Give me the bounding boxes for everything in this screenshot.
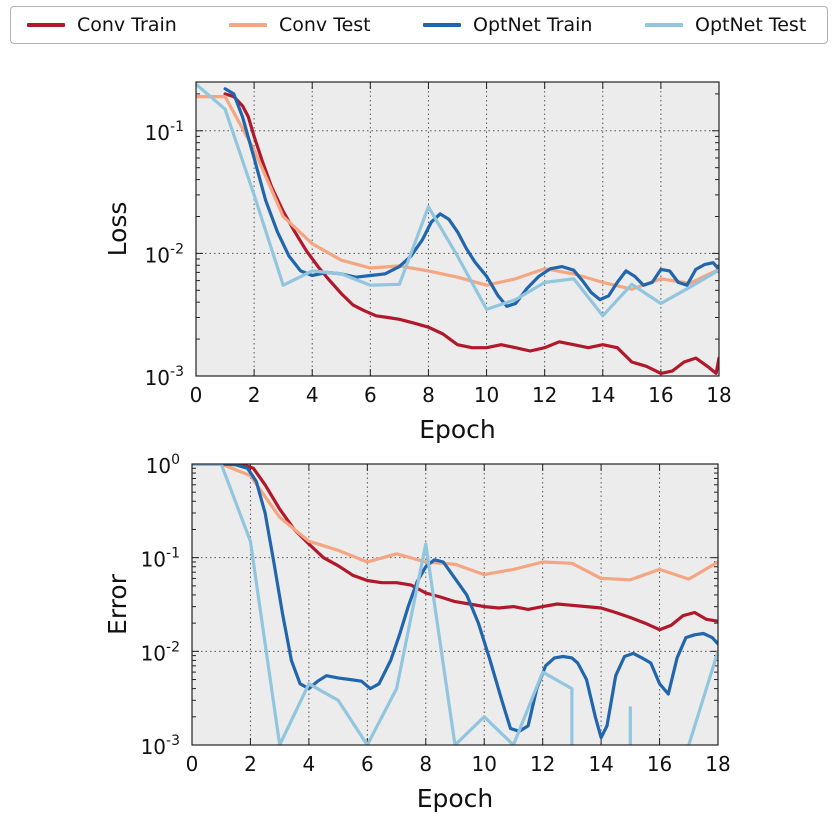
chart-2-xtick-label: 8: [419, 752, 432, 776]
chart-1-xtick-label: 6: [364, 383, 377, 407]
chart-1-series-group: [196, 82, 719, 375]
chart-1-series-optnet-test: [196, 82, 719, 318]
chart-1-xtick-label: 8: [422, 383, 435, 407]
legend-swatch-conv-test: [229, 23, 267, 27]
chart-1-xtick-label: 4: [306, 383, 319, 407]
chart-1-series-conv-test: [196, 94, 719, 291]
chart-1-y-axis-label: Loss: [103, 202, 132, 257]
legend-item-conv-test: Conv Test: [229, 7, 371, 43]
chart-1-series-conv-train: [223, 92, 719, 375]
chart-2-xtick-label: 6: [361, 752, 374, 776]
chart-2-xtick-label: 16: [647, 752, 672, 776]
legend-label-conv-test: Conv Test: [279, 14, 371, 36]
chart-2-y-axis-label: Error: [103, 573, 132, 635]
legend: Conv Train Conv Test OptNet Train OptNet…: [10, 6, 828, 44]
chart-2-ytick-label: 10-2: [141, 639, 180, 665]
legend-label-optnet-test: OptNet Test: [695, 14, 807, 36]
chart-2-series-group: [192, 464, 718, 745]
chart-2-xtick-label: 18: [705, 752, 730, 776]
chart-1-ytick-label: 10-3: [145, 364, 184, 390]
chart-2-x-axis-label: Epoch: [417, 784, 494, 813]
chart-1-xtick-label: 16: [648, 383, 673, 407]
chart-2-ytick-label: 100: [146, 452, 180, 478]
chart-2-series-optnet-test: [687, 649, 718, 745]
chart-2-series-conv-train: [192, 464, 718, 632]
legend-label-conv-train: Conv Train: [77, 14, 177, 36]
chart-2: 0 2 4 6 8 10 12 14 16 18 100 10-1 10-2 10-3 Epoch Error: [103, 452, 731, 813]
chart-2-series-optnet-test: [192, 464, 574, 745]
chart-2-xtick-label: 4: [303, 752, 316, 776]
chart-2-series-optnet-train: [192, 464, 718, 740]
chart-1-xtick-label: 18: [706, 383, 731, 407]
chart-1-frame: [195, 81, 720, 377]
legend-swatch-optnet-train: [423, 23, 461, 27]
chart-1: 0 2 4 6 8 10 12 14 16 18 10-1 10-2 10-3 Epoch Loss: [103, 81, 732, 444]
chart-1-xtick-label: 12: [532, 383, 557, 407]
chart-2-ytick-label: 10-1: [141, 546, 180, 572]
chart-2-xtick-label: 0: [186, 752, 199, 776]
chart-2-xtick-label: 12: [530, 752, 555, 776]
chart-2-xtick-label: 10: [471, 752, 496, 776]
chart-1-x-axis-label: Epoch: [419, 415, 496, 444]
legend-swatch-conv-train: [27, 23, 65, 27]
chart-1-xtick-label: 0: [190, 383, 203, 407]
chart-1-xtick-label: 14: [590, 383, 615, 407]
chart-2-ytick-label: 10-3: [141, 733, 180, 759]
chart-2-series-conv-test: [192, 464, 718, 582]
legend-label-optnet-train: OptNet Train: [473, 14, 593, 36]
legend-item-conv-train: Conv Train: [27, 7, 177, 43]
chart-1-series-optnet-train: [223, 87, 719, 308]
chart-2-xtick-label: 2: [244, 752, 257, 776]
legend-swatch-optnet-test: [645, 23, 683, 27]
chart-2-xtick-label: 14: [588, 752, 613, 776]
chart-2-frame: [191, 463, 719, 746]
chart-1-ytick-label: 10-1: [145, 119, 184, 145]
chart-1-xtick-label: 2: [248, 383, 261, 407]
legend-item-optnet-test: OptNet Test: [645, 7, 806, 43]
chart-1-ytick-label: 10-2: [145, 241, 184, 267]
legend-item-optnet-train: OptNet Train: [423, 7, 592, 43]
chart-1-xtick-label: 10: [474, 383, 499, 407]
